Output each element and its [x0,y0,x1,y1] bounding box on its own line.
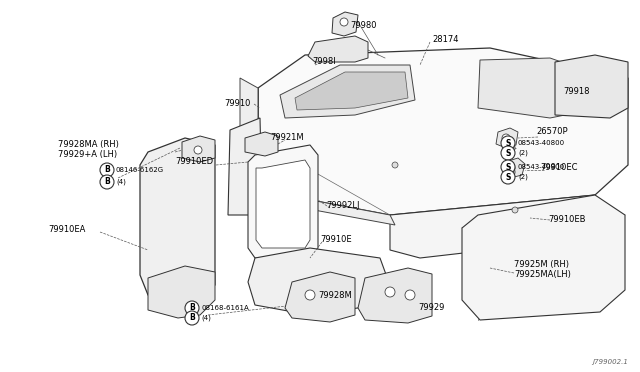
Circle shape [194,146,202,154]
Text: 08168-6161A: 08168-6161A [201,305,249,311]
Circle shape [501,170,515,184]
Circle shape [185,311,199,325]
Polygon shape [308,36,368,62]
Polygon shape [248,248,388,315]
Text: 79980: 79980 [350,22,376,31]
Text: 79992LJ: 79992LJ [326,202,360,211]
Text: 7998l: 7998l [312,58,335,67]
Circle shape [100,163,114,177]
Text: 28174: 28174 [432,35,458,45]
Circle shape [512,207,518,213]
Text: 08543-40800: 08543-40800 [518,164,565,170]
Text: S: S [506,163,511,171]
Circle shape [505,163,515,173]
Circle shape [305,290,315,300]
Polygon shape [555,55,628,118]
Polygon shape [285,272,355,322]
Text: B: B [104,166,110,174]
Circle shape [501,136,515,150]
Text: (4): (4) [116,179,126,185]
Text: 79925M (RH): 79925M (RH) [514,260,569,269]
Circle shape [505,143,515,153]
Text: 79910EC: 79910EC [540,164,577,173]
Circle shape [385,287,395,297]
Text: 79910: 79910 [225,99,251,108]
Text: 79928MA (RH): 79928MA (RH) [58,141,119,150]
Circle shape [501,160,515,174]
Text: B: B [189,304,195,312]
Text: 79929: 79929 [418,304,444,312]
Text: 79910EB: 79910EB [548,215,586,224]
Polygon shape [390,195,620,258]
Text: S: S [506,173,511,182]
Circle shape [502,134,510,142]
Polygon shape [256,160,310,248]
Polygon shape [358,268,432,323]
Circle shape [405,290,415,300]
Polygon shape [140,138,215,298]
Polygon shape [240,78,258,190]
Text: (2): (2) [518,150,528,156]
Text: 79910ED: 79910ED [175,157,213,167]
Text: B: B [104,177,110,186]
Polygon shape [478,58,590,118]
Polygon shape [332,12,358,36]
Text: 79910EA: 79910EA [48,225,85,234]
Polygon shape [295,72,408,110]
Text: 08146-6162G: 08146-6162G [116,167,164,173]
Polygon shape [258,48,628,215]
Text: S: S [506,138,511,148]
Text: (2): (2) [518,174,528,180]
Circle shape [185,301,199,315]
Text: 79910E: 79910E [320,235,351,244]
Polygon shape [258,190,395,225]
Text: 79918: 79918 [563,87,589,96]
Circle shape [100,175,114,189]
Text: 08543-40800: 08543-40800 [518,140,565,146]
Polygon shape [504,158,525,178]
Polygon shape [280,65,415,118]
Text: 79928M: 79928M [318,291,352,299]
Text: B: B [189,314,195,323]
Polygon shape [228,118,262,215]
Text: 79921M: 79921M [270,134,303,142]
Polygon shape [245,132,278,156]
Polygon shape [182,136,215,162]
Polygon shape [462,195,625,320]
Circle shape [501,146,515,160]
Polygon shape [148,266,215,318]
Text: S: S [506,148,511,157]
Text: 79925MA(LH): 79925MA(LH) [514,270,571,279]
Polygon shape [496,128,518,148]
Text: (4): (4) [201,315,211,321]
Text: 26570P: 26570P [536,128,568,137]
Polygon shape [248,145,318,258]
Text: J799002.1: J799002.1 [592,359,628,365]
Circle shape [505,167,515,177]
Text: 79929+A (LH): 79929+A (LH) [58,151,117,160]
Circle shape [340,18,348,26]
Circle shape [392,162,398,168]
